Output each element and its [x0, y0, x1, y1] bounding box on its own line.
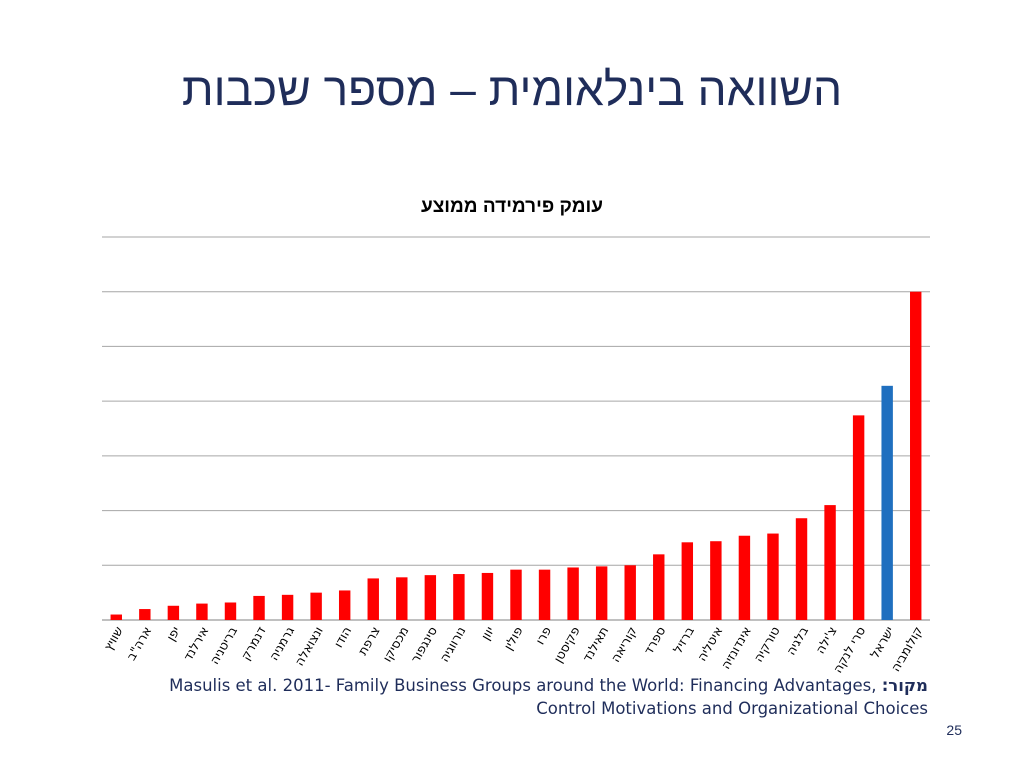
- bar: [338, 590, 351, 620]
- x-tick-label: קוריאה: [608, 624, 640, 665]
- bar: [795, 518, 808, 620]
- x-tick-label: ונצואלה: [291, 624, 325, 669]
- bar: [424, 575, 437, 620]
- bar: [624, 565, 636, 620]
- bar: [196, 603, 208, 620]
- x-tick-label: שוויץ: [100, 624, 126, 653]
- x-tick-label: ברזיל: [670, 624, 697, 656]
- source-text: Masulis et al. 2011- Family Business Gro…: [169, 676, 928, 718]
- x-tick-label: פולין: [500, 624, 525, 653]
- bar: [710, 541, 722, 620]
- x-tick-label: צ'ילה: [812, 624, 839, 657]
- bar: [567, 567, 579, 620]
- bar: [281, 594, 294, 620]
- x-tick-label: נורווגיה: [436, 624, 468, 665]
- x-tick-label: בלגיה: [783, 624, 811, 658]
- x-tick-label: בריטניה: [207, 624, 241, 667]
- x-tick-label: טורקיה: [750, 624, 782, 665]
- x-tick-label: דנמרק: [238, 624, 269, 663]
- bar: [167, 605, 180, 620]
- bar: [595, 566, 608, 620]
- x-tick-label: פקיסטן: [550, 624, 583, 666]
- slide-title: השוואה בינלאומית – מספר שכבות: [181, 63, 843, 115]
- x-tick-label: ארה"ב: [123, 624, 154, 663]
- bar: [453, 574, 465, 620]
- x-tick-label: סינגפור: [407, 624, 440, 666]
- bar: [396, 577, 408, 620]
- bar: [881, 385, 893, 620]
- bar: [224, 602, 237, 620]
- bar: [253, 595, 265, 620]
- x-tick-label: פרו: [532, 624, 554, 647]
- x-tick-label: ספרד: [640, 624, 668, 657]
- chart-title: עומק פירמידה ממוצע: [420, 196, 604, 217]
- bar: [910, 291, 922, 620]
- x-tick-label: יפן: [163, 624, 183, 644]
- bar: [538, 569, 551, 620]
- bar: [738, 535, 751, 620]
- source-citation: מקור: Masulis et al. 2011- Family Busine…: [108, 674, 928, 720]
- x-tick-label: תאילנד: [579, 624, 611, 665]
- bar: [110, 614, 122, 620]
- bar: [852, 415, 865, 620]
- x-tick-label: יוון: [478, 624, 497, 643]
- bar: [767, 533, 779, 620]
- x-tick-label: הודו: [330, 624, 354, 650]
- page-number: 25: [946, 722, 962, 738]
- bar: [481, 572, 494, 620]
- bar: [510, 569, 522, 620]
- x-tick-label: צרפת: [355, 624, 383, 658]
- bar: [824, 505, 836, 620]
- source-label: מקור:: [881, 676, 928, 695]
- bar: [139, 609, 151, 620]
- bar: [367, 578, 379, 620]
- x-tick-label: ישראל: [867, 624, 897, 661]
- bar: [653, 554, 665, 620]
- bar: [681, 542, 694, 620]
- bar: [310, 592, 322, 620]
